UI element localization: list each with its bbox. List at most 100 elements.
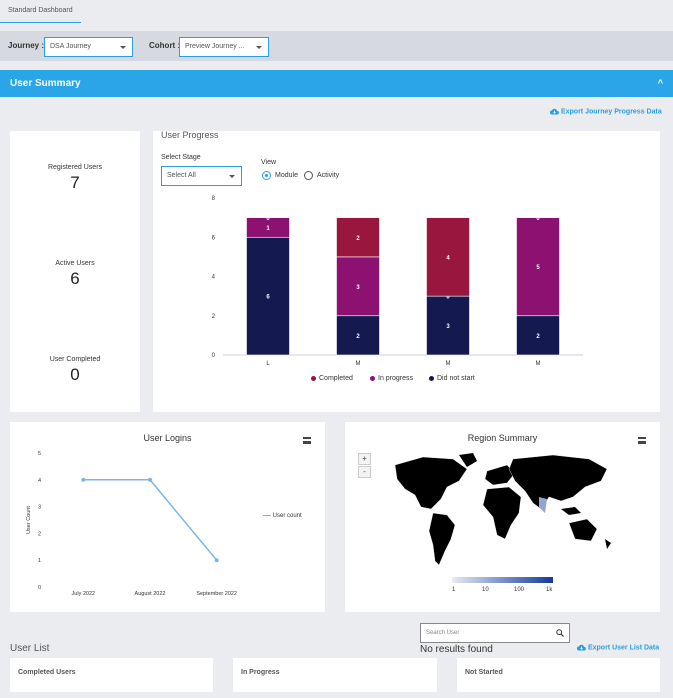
journey-label: Journey : [8, 41, 45, 50]
export-user-list-label: Export User List Data [587, 644, 660, 652]
stats-card: Registered Users 7 Active Users 6 User C… [10, 131, 140, 412]
bar-segment[interactable] [426, 295, 470, 356]
bar-segment[interactable] [246, 236, 290, 356]
y-tick-label: 5 [38, 451, 41, 457]
bar-data-label: 3 [446, 324, 450, 330]
user-completed-value: 0 [70, 365, 80, 384]
zoom-in-button[interactable]: + [358, 453, 371, 465]
user-progress-title: User Progress [161, 130, 219, 140]
user-list-title: User List [10, 643, 50, 654]
y-tick-label: 1 [38, 558, 41, 564]
radio-activity[interactable] [304, 171, 313, 180]
scale-label-100: 100 [514, 587, 525, 593]
active-users-value: 6 [70, 269, 80, 288]
user-logins-card: User Logins 0 1 2 3 4 5 User Count July 2022 Aug… [10, 422, 325, 612]
search-user-input[interactable]: Search User [420, 623, 570, 643]
legend-did-not-start-dot [429, 375, 434, 381]
radio-activity-label: Activity [317, 172, 340, 179]
scale-label-1: 1 [452, 587, 456, 593]
map-menu-icon[interactable] [638, 437, 646, 444]
legend-did-not-start[interactable]: Did not start [429, 375, 475, 382]
legend-completed[interactable]: Completed [311, 375, 353, 382]
top-tab-bar: Standard Dashboard [0, 0, 673, 30]
completed-users-heading: Completed Users [18, 669, 76, 676]
bar-data-label: 2 [536, 334, 540, 340]
search-user-placeholder: Search User [426, 630, 460, 636]
y-tick-label: 8 [212, 196, 216, 202]
radio-module[interactable] [262, 171, 271, 180]
completed-users-panel: Completed Users [10, 658, 213, 692]
line-legend-label: User count [272, 513, 302, 519]
legend-in-progress-dot [370, 375, 375, 381]
legend-in-progress-label: In progress [378, 375, 414, 382]
user-progress-card: User Progress Select Stage Select All Vi… [153, 130, 660, 412]
x-tick-label: September 2022 [196, 591, 237, 597]
view-label: View [261, 159, 277, 166]
export-journey-button[interactable]: Export Journey Progress Data [549, 108, 662, 115]
x-tick-label: L [266, 361, 270, 367]
no-results-text: No results found [420, 644, 493, 655]
legend-in-progress[interactable]: In progress [370, 375, 413, 382]
x-tick-label: M [356, 361, 361, 367]
bar-data-label: 0 [536, 216, 540, 222]
cohort-select[interactable]: Preview Journey ... [179, 37, 269, 57]
user-completed-label: User Completed [49, 356, 101, 363]
region-summary-title: Region Summary [467, 433, 538, 443]
user-progress-chart: 0 2 4 6 8 6 1 0 L 2 3 2 M 3 0 4 M 2 5 0 M [212, 196, 583, 367]
not-started-panel: Not Started [457, 658, 660, 692]
export-user-list-button[interactable]: Export User List Data [576, 644, 660, 652]
y-tick-label: 0 [212, 353, 216, 359]
legend-did-not-start-label: Did not start [437, 375, 475, 382]
data-point[interactable] [148, 477, 152, 482]
y-tick-label: 4 [212, 275, 216, 281]
search-icon[interactable] [556, 629, 564, 637]
line-legend-swatch [263, 514, 271, 516]
user-logins-chart: 0 1 2 3 4 5 User Count July 2022 August 2022 Sept… [26, 451, 237, 597]
bar-segment[interactable] [336, 217, 380, 258]
world-map [394, 453, 611, 566]
registered-users-value: 7 [70, 173, 80, 192]
data-point[interactable] [214, 558, 219, 563]
y-tick-label: 4 [38, 478, 41, 484]
journey-select-value: DSA Journey [50, 43, 91, 50]
registered-users-label: Registered Users [47, 164, 103, 171]
series-line [83, 479, 218, 561]
line-legend[interactable]: User count [263, 513, 302, 519]
color-scale-bar [452, 577, 553, 583]
y-axis-title: User Count [26, 506, 32, 534]
bar-data-label: 0 [446, 295, 450, 301]
chevron-down-icon [120, 46, 126, 49]
cloud-download-icon [576, 644, 586, 651]
user-logins-title: User Logins [143, 433, 192, 443]
radio-module-label: Module [275, 172, 298, 179]
bar-segment[interactable] [516, 217, 560, 317]
cohort-label: Cohort : [149, 41, 181, 50]
data-point[interactable] [81, 477, 86, 482]
bar-data-label: 4 [446, 255, 450, 261]
bar-data-label: 1 [266, 226, 270, 232]
collapse-icon[interactable]: ^ [657, 78, 663, 88]
active-users-label: Active Users [55, 260, 95, 267]
select-stage-dropdown[interactable]: Select All [161, 166, 242, 186]
journey-select[interactable]: DSA Journey [44, 37, 133, 57]
bar-data-label: 6 [266, 295, 270, 301]
tab-standard-dashboard[interactable]: Standard Dashboard [0, 0, 81, 23]
in-progress-heading: In Progress [241, 669, 280, 676]
bar-segment[interactable] [246, 217, 290, 238]
chevron-down-icon [256, 46, 262, 49]
chart-menu-icon[interactable] [303, 437, 311, 444]
cohort-select-value: Preview Journey ... [185, 43, 245, 50]
bar-data-label: 5 [536, 265, 540, 271]
select-stage-value: Select All [167, 172, 196, 179]
bar-segment[interactable] [516, 315, 560, 356]
y-tick-label: 3 [38, 505, 41, 511]
bar-segment[interactable] [426, 217, 470, 297]
select-stage-label: Select Stage [161, 154, 201, 161]
bar-data-label: 3 [356, 285, 360, 291]
bar-data-label: 2 [356, 236, 360, 242]
user-summary-header[interactable]: User Summary ^ [0, 70, 673, 97]
bar-segment[interactable] [336, 256, 380, 317]
user-summary-title: User Summary [10, 78, 81, 89]
scale-label-10: 10 [482, 587, 489, 593]
zoom-out-button[interactable]: - [358, 466, 371, 478]
